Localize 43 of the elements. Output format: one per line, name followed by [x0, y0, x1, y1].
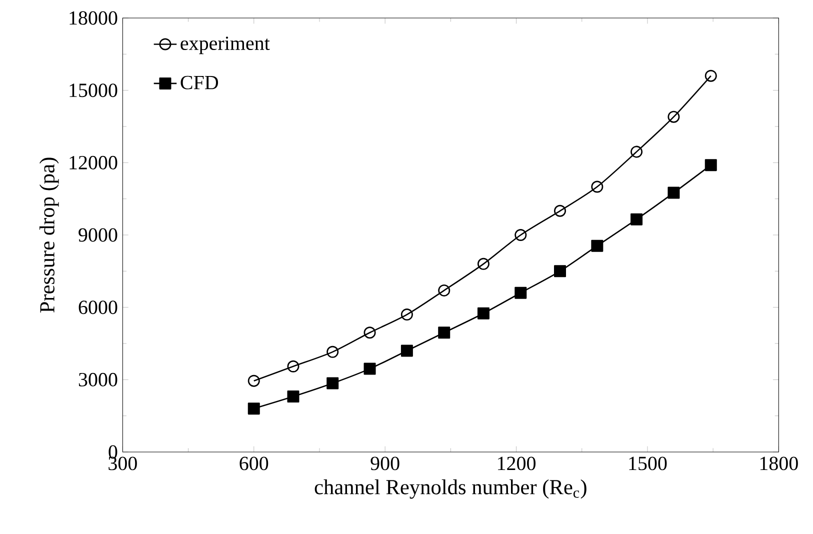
y-tick-label: 15000: [70, 84, 118, 98]
point: [514, 228, 527, 241]
y-tick-label: 0: [108, 445, 118, 459]
point: [248, 374, 260, 387]
y-tick-label: 3000: [78, 372, 118, 386]
point: [704, 159, 717, 172]
point: [554, 204, 566, 217]
x-tick-label: 300: [108, 456, 137, 470]
point: [364, 326, 376, 339]
point: [704, 70, 717, 82]
point: [554, 265, 566, 278]
point: [668, 186, 680, 199]
point: [668, 110, 680, 123]
point: [591, 240, 604, 252]
point: [326, 377, 339, 390]
y-tick-label: 6000: [78, 300, 118, 314]
x-tick-label: 1800: [760, 456, 798, 470]
point: [630, 213, 643, 226]
point: [364, 362, 376, 375]
point: [477, 258, 490, 270]
y-tick-label: 9000: [78, 228, 118, 242]
point: [248, 402, 260, 415]
point: [287, 360, 300, 372]
point: [591, 180, 604, 193]
point: [438, 284, 450, 296]
x-tick-label: 600: [240, 456, 268, 470]
point: [477, 307, 490, 320]
point: [630, 146, 643, 158]
x-tick-label: 900: [370, 456, 400, 470]
point: [400, 344, 413, 357]
x-tick-label: 1500: [629, 456, 667, 470]
point: [326, 346, 339, 358]
point: [400, 308, 413, 321]
y-axis-title: Pressure drop (pa): [39, 158, 59, 313]
point: [514, 286, 527, 299]
y-tick-label: 12000: [70, 156, 118, 170]
x-axis-title: channel Reynolds number (Re$_{c}$): [314, 479, 586, 499]
point: [438, 326, 450, 339]
x-tick-label: 1200: [498, 456, 536, 470]
legend-label: CFD: [180, 76, 218, 90]
legend-label: experiment: [180, 36, 270, 54]
y-tick-label: 18000: [70, 11, 118, 25]
point: [287, 390, 300, 403]
